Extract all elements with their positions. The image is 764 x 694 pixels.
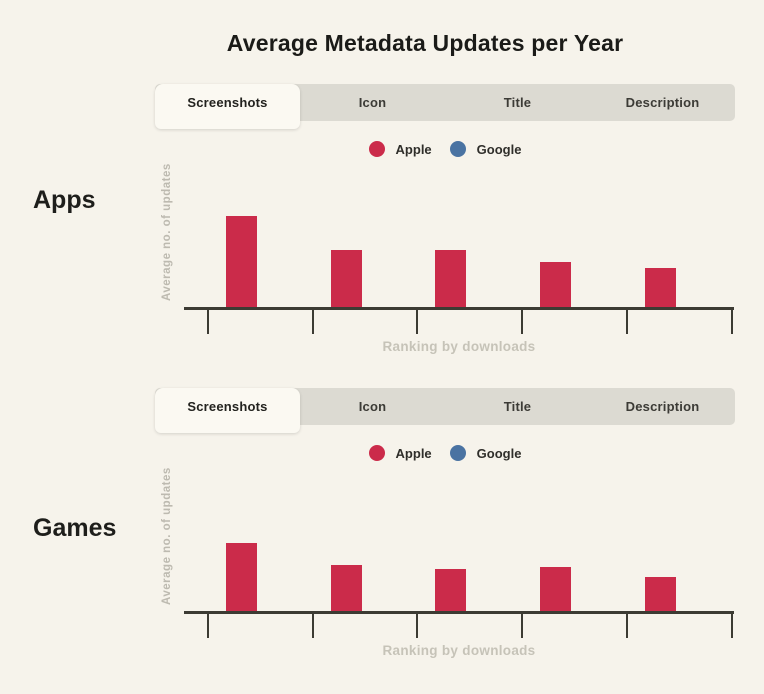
tab-label: Description — [625, 399, 700, 414]
bar-apple — [330, 250, 362, 307]
tab-title[interactable]: Title — [445, 84, 590, 121]
legend-label: Google — [476, 141, 522, 157]
tab-label: Description — [625, 95, 700, 110]
bar-apple — [330, 565, 362, 611]
bar-apple — [644, 577, 676, 611]
bar-apple — [540, 262, 572, 307]
x-axis-tick — [207, 310, 209, 334]
chart-legend: Apple Google — [155, 140, 735, 158]
x-axis-tick — [416, 614, 419, 638]
section-label-apps: Apps — [33, 186, 96, 214]
chart-legend: Apple Google — [155, 444, 735, 462]
tab-screenshots[interactable]: Screenshots — [155, 388, 300, 433]
google-legend-dot-icon — [449, 141, 466, 157]
section-label-games: Games — [33, 514, 117, 542]
tab-label: Icon — [358, 399, 387, 414]
legend-item-apple[interactable]: Apple — [368, 141, 432, 157]
tab-label: Icon — [358, 95, 387, 110]
tab-label: Title — [503, 399, 532, 414]
apple-legend-dot-icon — [368, 141, 385, 157]
bar-apple — [226, 543, 257, 611]
legend-label: Google — [476, 445, 522, 461]
tab-icon[interactable]: Icon — [300, 84, 445, 121]
x-axis-label: Ranking by downloads — [382, 339, 536, 354]
bar-apple — [435, 250, 467, 307]
tab-description[interactable]: Description — [590, 388, 735, 425]
x-axis-tick — [311, 310, 314, 334]
apple-legend-dot-icon — [368, 445, 385, 461]
tabbar-apps: Screenshots Icon Title Description — [155, 84, 735, 129]
tab-screenshots[interactable]: Screenshots — [155, 84, 300, 129]
x-axis-tick — [311, 614, 314, 638]
tabbar-games: Screenshots Icon Title Description — [155, 388, 735, 433]
tab-label: Title — [503, 95, 532, 110]
x-axis-tick — [625, 310, 628, 334]
x-axis-tick — [207, 614, 209, 638]
tab-label: Screenshots — [187, 95, 268, 110]
x-axis-tick — [730, 614, 733, 638]
x-axis-tick — [625, 614, 628, 638]
x-axis-tick — [521, 310, 524, 334]
bar-apple — [644, 268, 676, 307]
y-axis-label: Average no. of updates — [161, 467, 173, 605]
x-axis-tick — [521, 614, 524, 638]
tab-description[interactable]: Description — [590, 84, 735, 121]
tab-icon[interactable]: Icon — [300, 388, 445, 425]
legend-item-google[interactable]: Google — [449, 445, 522, 461]
x-axis-line — [184, 611, 734, 614]
google-legend-dot-icon — [449, 445, 466, 461]
x-axis-tick — [416, 310, 419, 334]
tab-title[interactable]: Title — [445, 388, 590, 425]
bar-apple — [226, 216, 257, 307]
y-axis-label: Average no. of updates — [161, 163, 173, 301]
bar-apple — [540, 567, 572, 611]
legend-item-apple[interactable]: Apple — [368, 445, 432, 461]
legend-label: Apple — [395, 445, 432, 461]
page-title: Average Metadata Updates per Year — [226, 30, 624, 56]
x-axis-label: Ranking by downloads — [382, 643, 536, 658]
bar-apple — [435, 569, 467, 611]
tab-label: Screenshots — [187, 399, 268, 414]
x-axis-tick — [730, 310, 733, 334]
x-axis-line — [184, 307, 734, 310]
legend-label: Apple — [395, 141, 432, 157]
legend-item-google[interactable]: Google — [449, 141, 522, 157]
